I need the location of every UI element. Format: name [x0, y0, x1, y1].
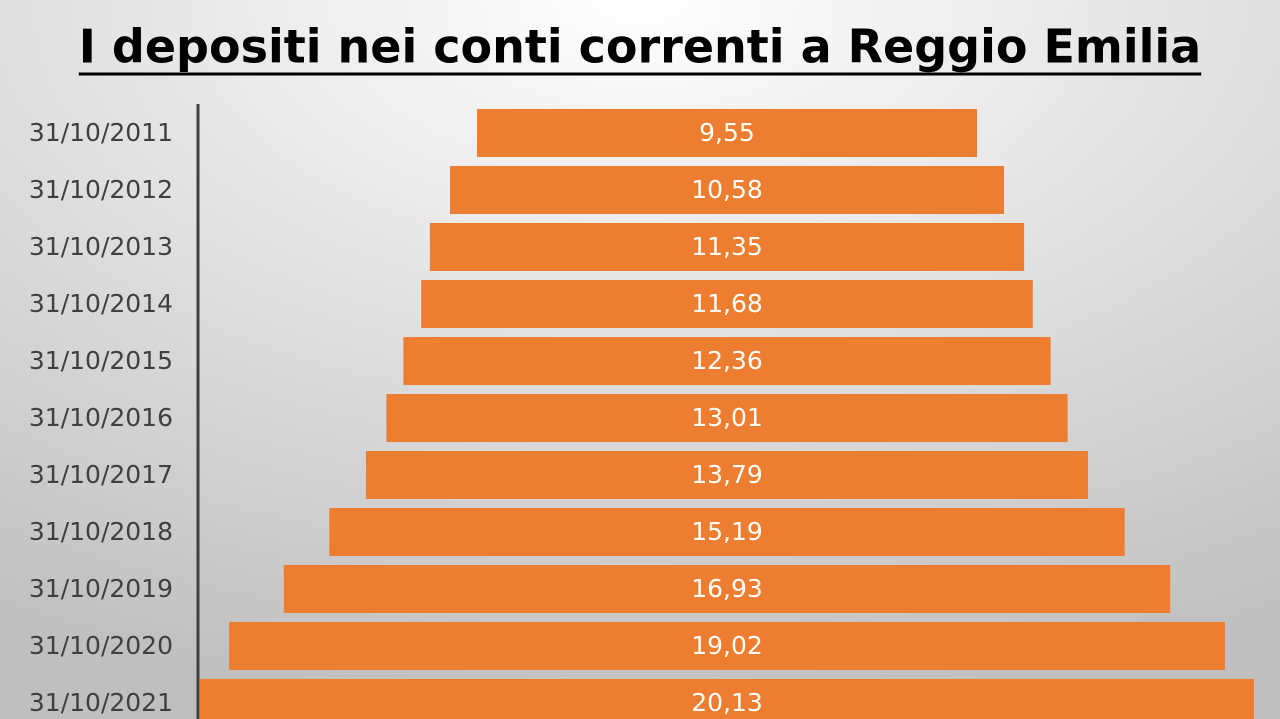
- value-label: 11,68: [691, 289, 763, 318]
- chart-title: I depositi nei conti correnti a Reggio E…: [79, 20, 1201, 74]
- bar: [365, 451, 1089, 499]
- category-label: 31/10/2011: [29, 118, 173, 147]
- bar: [429, 223, 1025, 271]
- category-label: 31/10/2017: [29, 460, 173, 489]
- value-label: 15,19: [691, 517, 763, 546]
- bar: [403, 337, 1051, 385]
- value-label: 9,55: [699, 118, 755, 147]
- bar: [229, 622, 1225, 670]
- category-label: 31/10/2015: [29, 346, 173, 375]
- category-label: 31/10/2018: [29, 517, 173, 546]
- bar: [450, 166, 1004, 214]
- bar: [386, 394, 1068, 442]
- value-label: 16,93: [691, 574, 763, 603]
- category-label: 31/10/2021: [29, 688, 173, 717]
- value-label: 11,35: [691, 232, 763, 261]
- category-label: 31/10/2012: [29, 175, 173, 204]
- category-label: 31/10/2016: [29, 403, 173, 432]
- value-label: 10,58: [691, 175, 763, 204]
- value-label: 13,01: [691, 403, 763, 432]
- category-label: 31/10/2020: [29, 631, 173, 660]
- value-label: 19,02: [691, 631, 763, 660]
- bar: [476, 109, 978, 157]
- bar: [200, 679, 1254, 719]
- category-label: 31/10/2013: [29, 232, 173, 261]
- value-label: 20,13: [691, 688, 763, 717]
- bar: [329, 508, 1125, 556]
- bar: [421, 280, 1033, 328]
- category-label: 31/10/2019: [29, 574, 173, 603]
- bar: [283, 565, 1171, 613]
- value-label: 13,79: [691, 460, 763, 489]
- category-label: 31/10/2014: [29, 289, 173, 318]
- value-label: 12,36: [691, 346, 763, 375]
